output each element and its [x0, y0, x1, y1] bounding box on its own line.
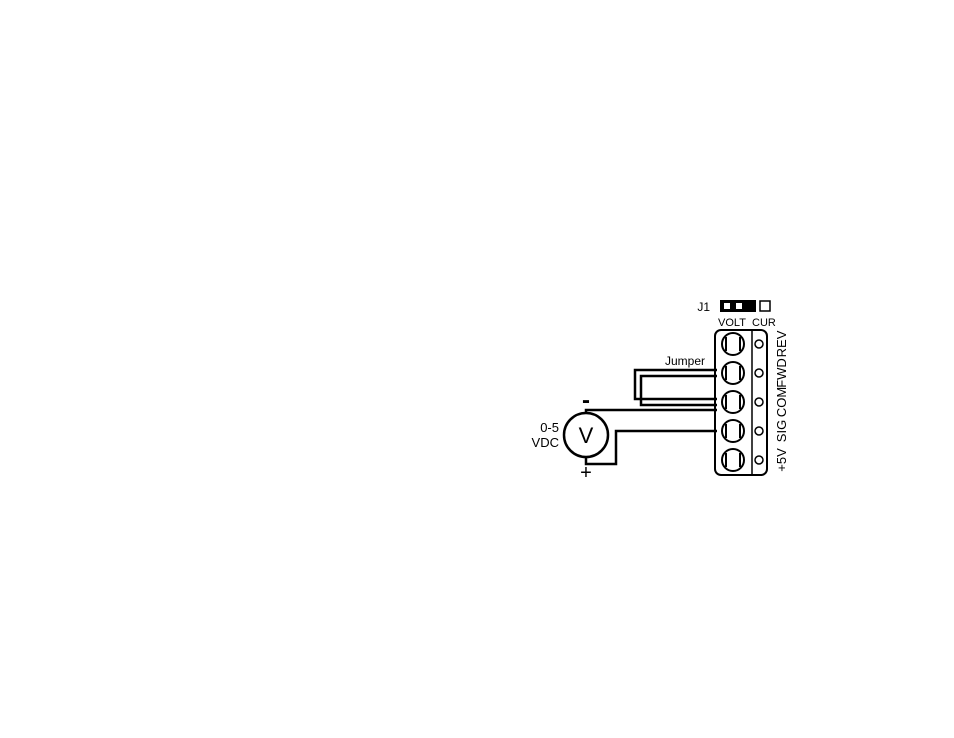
wiring-diagram: J1 VOLT CUR — [0, 0, 954, 738]
voltage-source: V - + 0-5 VDC — [532, 387, 608, 484]
terminal-label-fwd: FWD — [774, 358, 789, 388]
voltage-source-symbol: V — [579, 423, 594, 448]
wire-neg-to-com — [586, 410, 717, 413]
terminal-label-5v: +5V — [774, 448, 789, 472]
j1-label: J1 — [697, 300, 710, 314]
range-line1: 0-5 — [540, 420, 559, 435]
cur-label: CUR — [752, 317, 776, 329]
jumper-header: J1 VOLT CUR — [697, 300, 776, 329]
range-line2: VDC — [532, 435, 559, 450]
jumper-open-pin — [760, 301, 770, 311]
plus-sign: + — [580, 462, 592, 484]
terminal-block: REV FWD COM SIG +5V — [715, 330, 789, 475]
terminal-label-rev: REV — [774, 330, 789, 357]
terminal-label-sig: SIG — [774, 420, 789, 442]
volt-label: VOLT — [718, 317, 746, 329]
jumper-wire-label: Jumper — [665, 354, 705, 368]
jumper-wire: Jumper — [635, 354, 717, 405]
terminal-label-com: COM — [774, 387, 789, 417]
